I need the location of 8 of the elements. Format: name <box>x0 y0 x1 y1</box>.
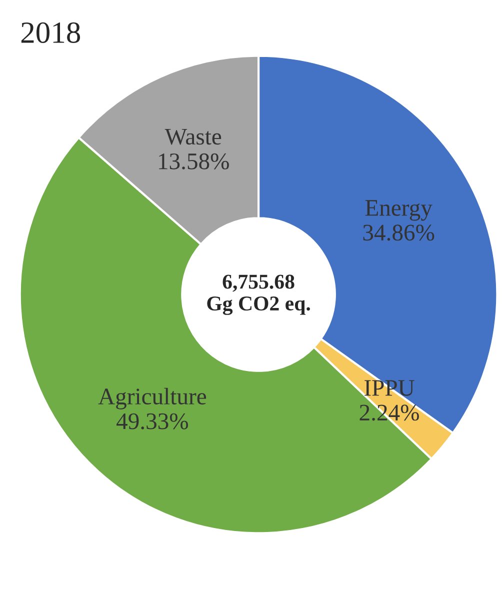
data-label: 13.58% <box>159 153 229 170</box>
slice-label: Energy <box>365 200 432 221</box>
text: 6,755.68 Gg CO2 eq. <box>207 274 310 315</box>
slice-label: Agriculture <box>98 388 206 410</box>
data-label: 34.86% <box>363 224 434 241</box>
data-label: 49.33% <box>116 413 188 430</box>
slice-label: Waste <box>164 128 222 145</box>
chart-title: 2018 <box>21 22 80 43</box>
